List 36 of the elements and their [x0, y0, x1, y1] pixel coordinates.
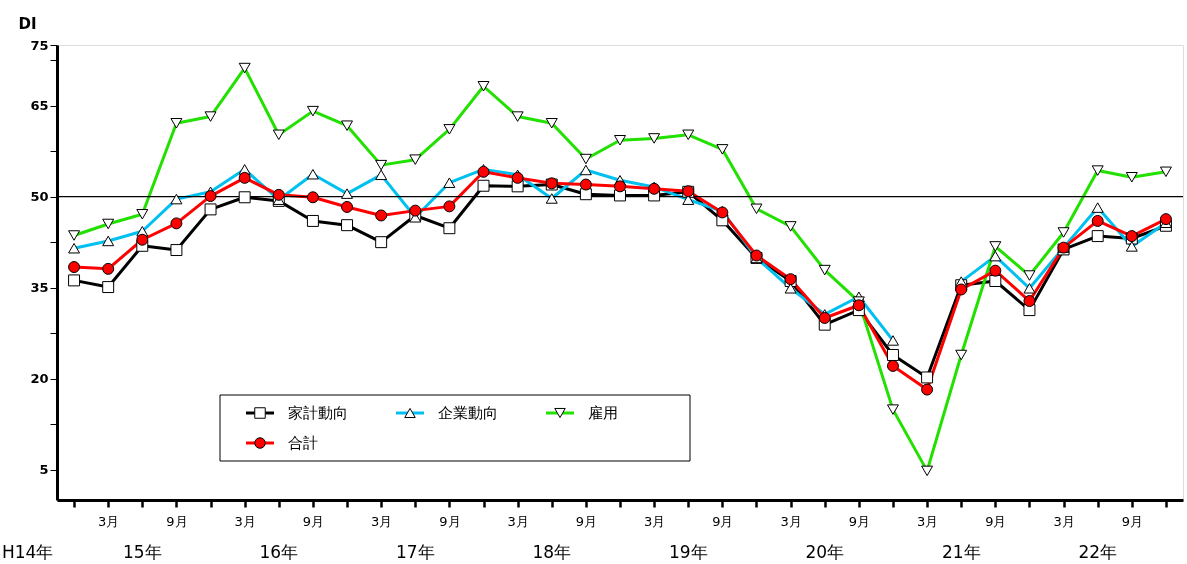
- text: H14年: [2, 542, 54, 562]
- text: 19年: [668, 542, 708, 562]
- x-tick-label: 3月: [780, 513, 802, 529]
- x-tick-label: 3月: [1053, 513, 1075, 529]
- text: 15年: [122, 542, 162, 562]
- x-tick-label: 9月: [985, 513, 1007, 529]
- text: 16年: [259, 542, 299, 562]
- y-tick-label: 20: [30, 371, 49, 387]
- text: 21年: [941, 542, 981, 562]
- y-axis-title: DI: [18, 14, 37, 33]
- text: 20年: [805, 542, 845, 562]
- x-tick-label: 9月: [848, 513, 870, 529]
- x-tick-label: 3月: [507, 513, 529, 529]
- y-tick-label: 65: [30, 98, 49, 114]
- legend-label: 家計動向: [288, 404, 348, 422]
- x-tick-label: 9月: [1121, 513, 1143, 529]
- legend-label: 雇用: [588, 404, 618, 422]
- x-tick-label: 9月: [302, 513, 325, 529]
- x-tick-label: 3月: [643, 513, 666, 529]
- y-tick-label: 35: [30, 280, 49, 296]
- x-tick-label: 9月: [712, 513, 734, 529]
- text: 17年: [395, 542, 435, 562]
- x-tick-label: 3月: [916, 513, 939, 529]
- x-tick-label: 9月: [439, 513, 461, 529]
- text: 18年: [532, 542, 572, 562]
- x-tick-label: 3月: [371, 513, 393, 529]
- y-tick-label: 50: [30, 189, 49, 205]
- x-tick-label: 9月: [575, 513, 598, 529]
- x-tick-label: 9月: [166, 513, 188, 529]
- x-tick-label: 3月: [234, 513, 256, 529]
- y-tick-label: 75: [30, 37, 49, 53]
- text: 22年: [1078, 542, 1118, 562]
- y-tick-label: 5: [39, 462, 49, 478]
- x-tick-label: 3月: [98, 513, 120, 529]
- legend-label: 合計: [288, 434, 318, 452]
- legend-label: 企業動向: [438, 404, 498, 422]
